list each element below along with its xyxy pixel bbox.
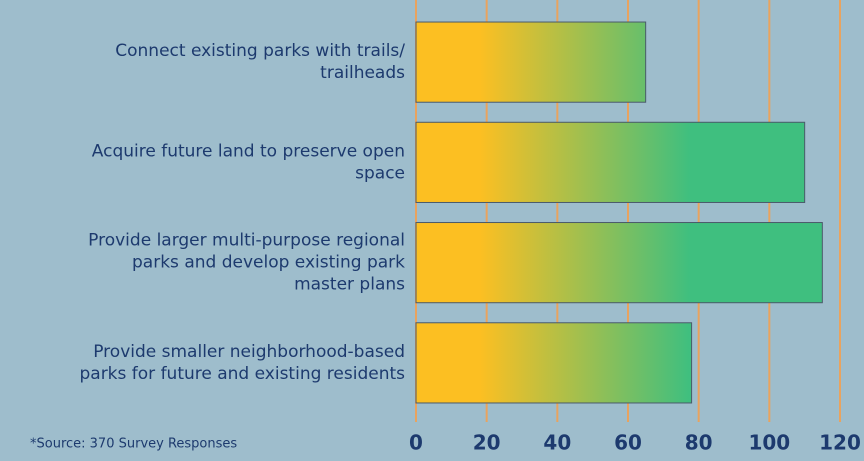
bar <box>415 121 806 203</box>
category-label: Connect existing parks with trails/ <box>115 41 405 61</box>
category-label: Acquire future land to preserve open <box>92 141 405 161</box>
bar <box>415 222 823 304</box>
bar <box>415 322 693 404</box>
x-tick-label: 0 <box>409 431 423 455</box>
category-label: parks and develop existing park <box>132 253 405 273</box>
source-note: *Source: 370 Survey Responses <box>30 437 237 452</box>
category-label: master plans <box>294 275 405 295</box>
category-label: Provide smaller neighborhood-based <box>93 342 405 362</box>
bar <box>415 21 647 103</box>
x-tick-label: 60 <box>614 431 642 455</box>
category-label: parks for future and existing residents <box>79 364 405 384</box>
x-tick-label: 120 <box>819 431 861 455</box>
x-tick-label: 20 <box>473 431 501 455</box>
x-tick-label: 100 <box>748 431 790 455</box>
category-label: Provide larger multi-purpose regional <box>88 231 405 251</box>
category-label: space <box>355 163 405 183</box>
x-tick-label: 40 <box>543 431 571 455</box>
category-label: trailheads <box>320 63 405 83</box>
x-tick-label: 80 <box>685 431 713 455</box>
